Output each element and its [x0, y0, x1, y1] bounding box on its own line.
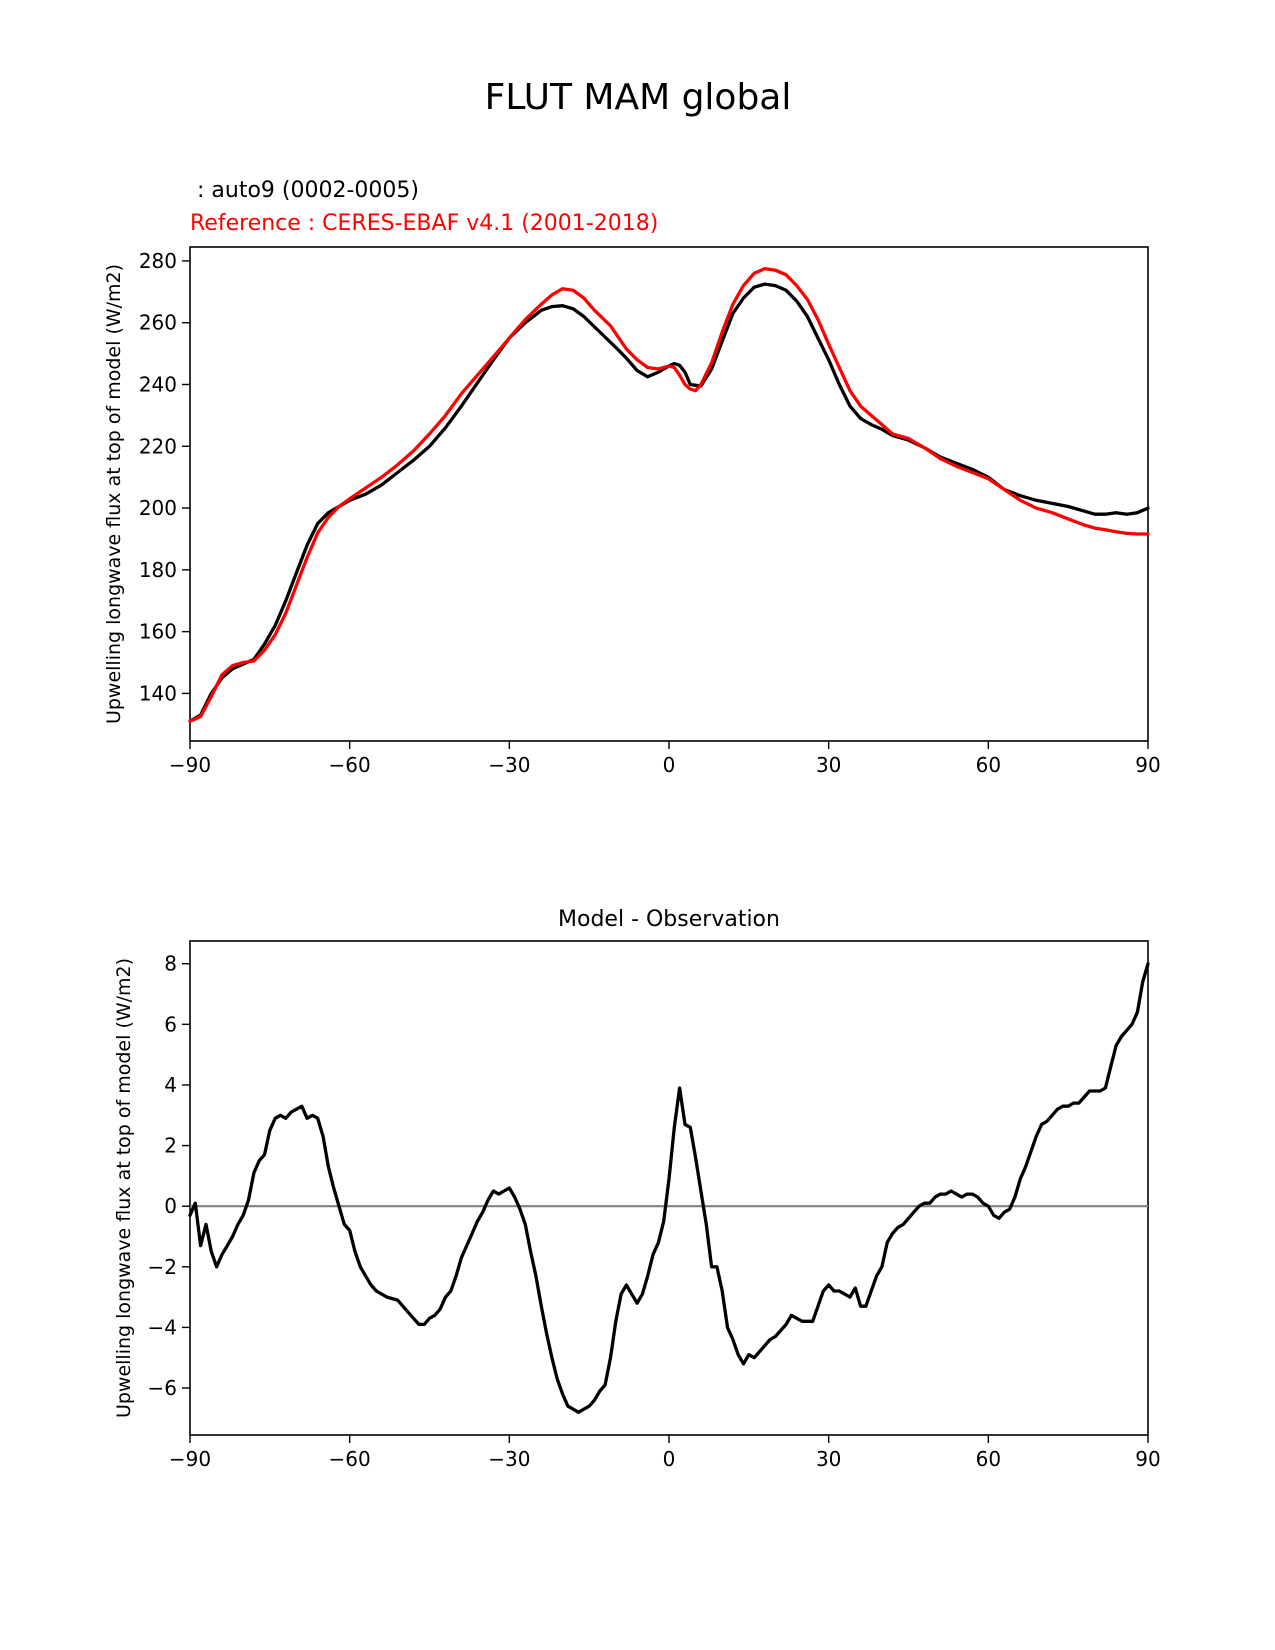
bottom-y-tick-label: 8 [164, 952, 177, 976]
bottom-y-tick-label: −6 [148, 1376, 177, 1400]
bottom-y-ticks: −6 −4 −2 0 2 4 6 8 [148, 952, 190, 1400]
top-series-line-1 [188, 266, 1150, 723]
top-y-tick-label: 240 [139, 372, 177, 396]
top-y-axis-label: Upwelling longwave flux at top of model … [103, 264, 125, 724]
bottom-x-tick-label: 90 [1135, 1447, 1160, 1471]
top-x-tick-label: −90 [169, 753, 211, 777]
bottom-y-tick-label: 0 [164, 1194, 177, 1218]
bottom-x-tick-label: 30 [816, 1447, 841, 1471]
bottom-panel-title: Model - Observation [558, 907, 780, 932]
bottom-y-tick-label: −2 [148, 1255, 177, 1279]
test-label: : auto9 (0002-0005) [190, 178, 419, 203]
top-x-tick-label: 0 [663, 753, 676, 777]
top-x-tick-label: 30 [816, 753, 841, 777]
bottom-x-tick-label: 0 [663, 1447, 676, 1471]
top-x-ticks: −90 −60 −30 0 30 60 90 [169, 741, 1161, 777]
bottom-panel: Model - Observation −90 −60 −30 0 30 60 90 −6−… [113, 907, 1161, 1471]
top-series [188, 266, 1150, 723]
top-y-tick-label: 160 [139, 620, 177, 644]
bottom-y-tick-label: 4 [164, 1073, 177, 1097]
figure-title: FLUT MAM global [485, 77, 792, 118]
bottom-x-tick-label: −90 [169, 1447, 211, 1471]
bottom-x-ticks: −90 −60 −30 0 30 60 90 [169, 1435, 1161, 1471]
reference-label: Reference : CERES-EBAF v4.1 (2001-2018) [190, 211, 658, 236]
top-y-tick-label: 180 [139, 558, 177, 582]
bottom-y-axis-label: Upwelling longwave flux at top of model … [113, 958, 135, 1418]
top-y-ticks: 140 160 180 200 220 240 260 280 [139, 249, 190, 705]
top-x-tick-label: −60 [329, 753, 371, 777]
top-y-tick-label: 220 [139, 434, 177, 458]
top-x-tick-label: 60 [976, 753, 1001, 777]
top-panel: : auto9 (0002-0005) Reference : CERES-EB… [103, 178, 1161, 777]
bottom-y-tick-label: 6 [164, 1012, 177, 1036]
bottom-x-tick-label: −60 [329, 1447, 371, 1471]
top-y-tick-label: 140 [139, 681, 177, 705]
top-x-tick-label: 90 [1135, 753, 1160, 777]
top-y-tick-label: 200 [139, 496, 177, 520]
bottom-series-line-0 [188, 962, 1150, 1414]
bottom-x-tick-label: 60 [976, 1447, 1001, 1471]
bottom-series [188, 962, 1150, 1414]
top-y-tick-label: 280 [139, 249, 177, 273]
bottom-x-tick-label: −30 [488, 1447, 530, 1471]
bottom-y-tick-label: −4 [148, 1315, 177, 1339]
top-series-line-0 [188, 282, 1150, 723]
top-x-tick-label: −30 [488, 753, 530, 777]
top-y-tick-label: 260 [139, 311, 177, 335]
bottom-y-tick-label: 2 [164, 1134, 177, 1158]
